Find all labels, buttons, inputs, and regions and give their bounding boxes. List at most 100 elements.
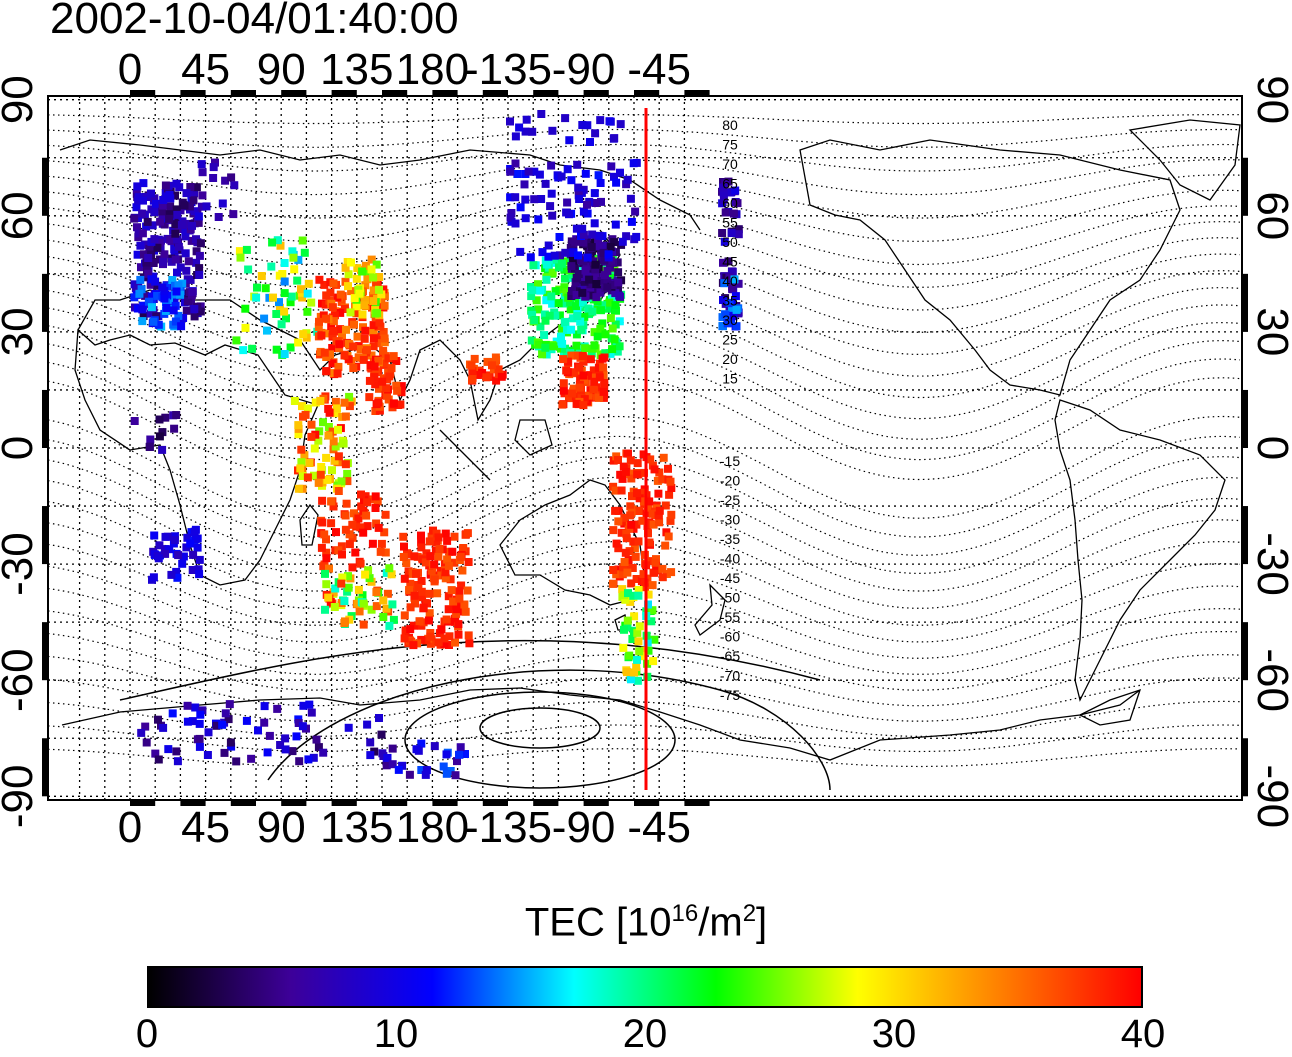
tec-cell [381,548,390,557]
tec-cell [568,270,577,279]
tec-cell [369,321,378,330]
tec-cell [590,377,599,386]
tec-cell [294,484,303,493]
tec-cell [661,501,670,510]
tec-cell [139,312,148,320]
tec-cell [273,704,282,713]
tec-cell [633,459,642,468]
tec-cell [605,298,614,307]
mlat-contour [47,270,1241,356]
tec-cell [615,317,624,326]
tec-cell [417,543,426,552]
tec-cell [727,267,736,276]
tec-cell [183,701,192,710]
tec-cell [324,404,333,413]
tec-cell [298,293,307,302]
tec-cell [667,484,676,492]
tec-cell [623,568,632,577]
tec-cell [265,731,274,740]
tec-cell [664,464,672,473]
tec-cell [142,738,151,747]
top-lon-tick-label: -45 [627,45,691,94]
tec-cell [174,281,183,290]
tec-cell [625,651,634,660]
tec-cell [377,539,386,548]
tec-cell [155,541,164,550]
tec-cell [541,179,550,188]
tec-cell [537,195,546,203]
tec-cell [317,331,326,340]
tec-cell [587,349,596,358]
tec-cell [360,301,369,310]
tec-cell [612,178,621,187]
tec-cell [530,195,539,204]
tec-cell [615,342,624,351]
contour-value-label: -55 [720,609,740,625]
tec-cell [336,308,345,317]
tec-cell [322,580,331,589]
tec-cell [194,212,203,221]
tec-cell [644,646,653,655]
tec-cell [449,597,458,606]
tec-cell [142,258,151,267]
tec-cell [537,110,546,118]
border-segment [331,800,357,806]
border-segment [684,800,710,806]
tec-cell [398,761,407,770]
tec-cell [363,522,372,531]
tec-cell [325,564,333,573]
tec-cell [724,257,733,266]
tec-cell [721,208,730,217]
tec-cell [545,311,554,320]
tec-cell [341,617,349,626]
tec-cell [440,639,449,648]
tec-cell [183,717,192,726]
tec-cell [392,357,401,365]
contour-value-label: -75 [720,687,740,703]
tec-cell [367,265,376,274]
tec-cell [330,311,339,320]
tec-cell [654,489,663,498]
tec-cell [349,364,358,372]
tec-cell [614,565,623,574]
tec-cell [375,384,383,393]
tec-cell [369,328,378,337]
tec-cell [639,450,648,459]
tec-cell [190,207,199,216]
tec-cell [597,306,605,315]
tec-cell [196,710,205,719]
tec-cell [543,290,552,299]
tec-cell [592,280,601,288]
tec-cell [378,377,387,386]
tec-cell [593,256,602,265]
tec-cell [171,317,180,326]
tec-cell [580,395,589,404]
tec-cell [598,301,607,310]
border-segment [130,800,156,806]
tec-cell [344,572,352,581]
tec-cell [377,290,386,299]
tec-cell [591,265,600,274]
left-lat-tick-label: 30 [0,307,42,356]
tec-cell [394,401,403,409]
tec-cell [426,552,435,561]
tec-cell [177,221,186,229]
tec-cell [568,287,576,295]
tec-cell [456,552,465,561]
contour-value-label: -70 [720,668,740,684]
border-segment [1242,738,1248,797]
tec-cell [382,568,391,577]
tec-cell [643,638,652,647]
tec-cell [343,469,352,478]
tec-cell [616,120,625,129]
tec-cell [544,241,553,250]
tec-cell [419,603,428,612]
tec-cell [589,385,598,394]
tec-cell [165,210,174,219]
tec-cell [379,285,388,294]
tec-cell [242,245,251,254]
tec-cell [230,181,239,190]
tec-cell [427,566,436,575]
tec-cell [578,352,587,360]
tec-cell [417,531,425,540]
